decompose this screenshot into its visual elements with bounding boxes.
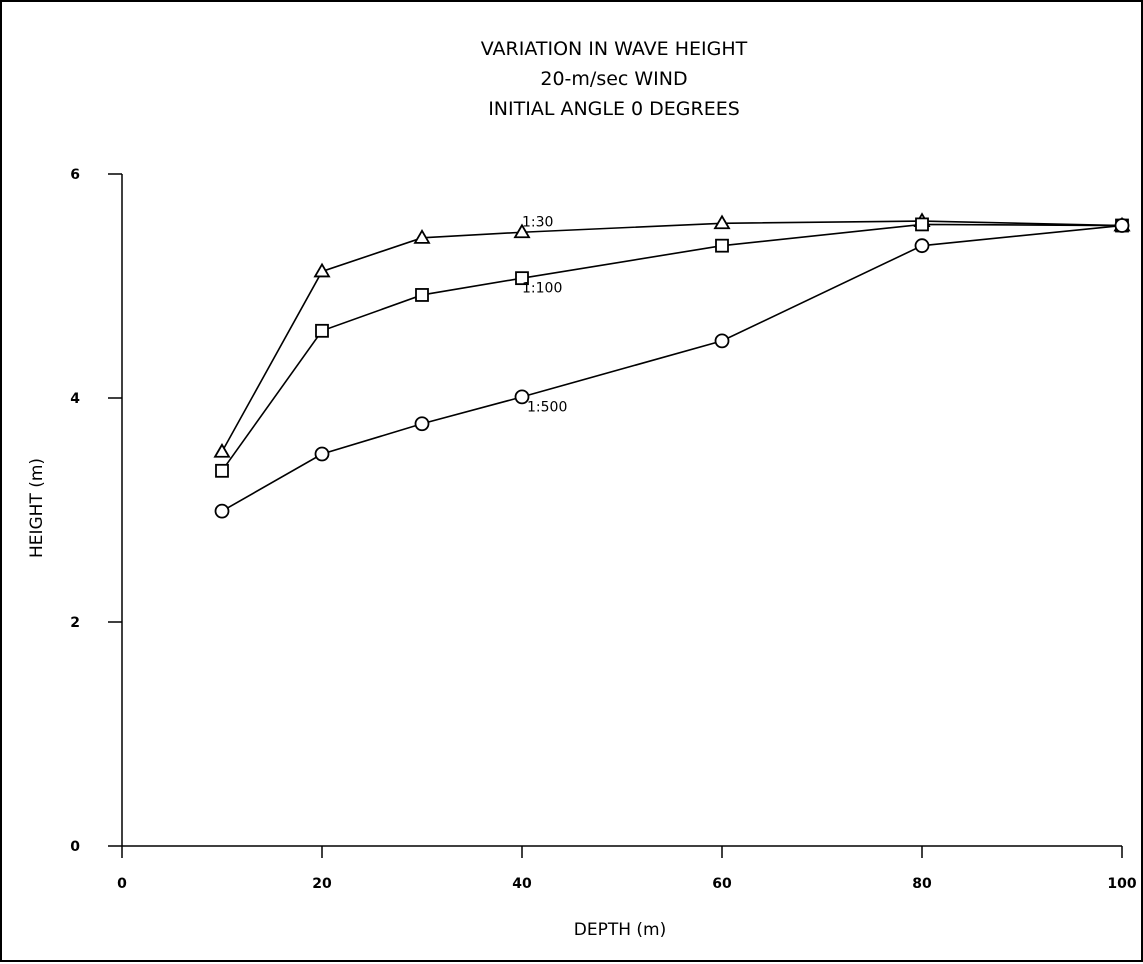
series-line-1-500: [221, 224, 1123, 512]
point-1-30-40: [513, 223, 531, 239]
point-1-30-30: [413, 229, 431, 244]
point-1-100-10: [215, 463, 229, 478]
y-tick-label-2: 2: [70, 615, 80, 631]
annotation-1-30: 1:30: [522, 215, 553, 231]
x-tick-label-100: 100: [1107, 876, 1136, 892]
point-1-30-20: [313, 262, 331, 278]
y-tick-label-0: 0: [70, 839, 80, 855]
series-line-1-100: [221, 223, 1123, 472]
point-1-500-80: [914, 238, 930, 254]
y-axis-label: HEIGHT (m): [27, 458, 47, 558]
point-1-500-30: [414, 416, 430, 432]
point-1-500-60: [714, 333, 730, 349]
x-tick-label-20: 20: [312, 876, 332, 892]
annotation-1-500: 1:500: [527, 399, 567, 415]
x-tick-label-40: 40: [512, 876, 532, 892]
x-tick-label-60: 60: [712, 876, 732, 892]
chart-title-line-3: INITIAL ANGLE 0 DEGREES: [488, 98, 740, 120]
series-1-100: [215, 217, 1129, 478]
point-1-500-40: [514, 389, 530, 405]
point-1-30-60: [713, 214, 731, 230]
point-1-500-10: [214, 503, 230, 519]
annotation-1-100: 1:100: [522, 281, 562, 297]
series-line-1-30: [221, 220, 1123, 453]
x-tick-label-0: 0: [117, 876, 127, 892]
x-tick-label-80: 80: [912, 876, 932, 892]
chart-title-line-2: 20-m/sec WIND: [540, 68, 687, 90]
point-1-100-40: [515, 271, 529, 286]
point-1-30-10: [213, 442, 231, 458]
series-1-30: [213, 212, 1131, 458]
point-1-100-20: [315, 323, 329, 338]
x-axis-label: DEPTH (m): [574, 920, 666, 940]
series-layer: [213, 212, 1131, 519]
y-tick-label-6: 6: [70, 167, 80, 183]
point-1-500-20: [314, 446, 330, 462]
chart-title: VARIATION IN WAVE HEIGHT 20-m/sec WIND I…: [481, 38, 748, 120]
point-1-100-80: [915, 217, 929, 232]
series-1-500: [214, 218, 1130, 519]
annotation-layer: 1:30 1:100 1:500: [522, 215, 567, 416]
point-1-100-60: [715, 238, 729, 253]
y-tick-label-4: 4: [70, 391, 80, 407]
chart-title-line-1: VARIATION IN WAVE HEIGHT: [481, 38, 748, 60]
point-1-500-100: [1114, 218, 1130, 233]
point-1-100-30: [415, 288, 429, 302]
